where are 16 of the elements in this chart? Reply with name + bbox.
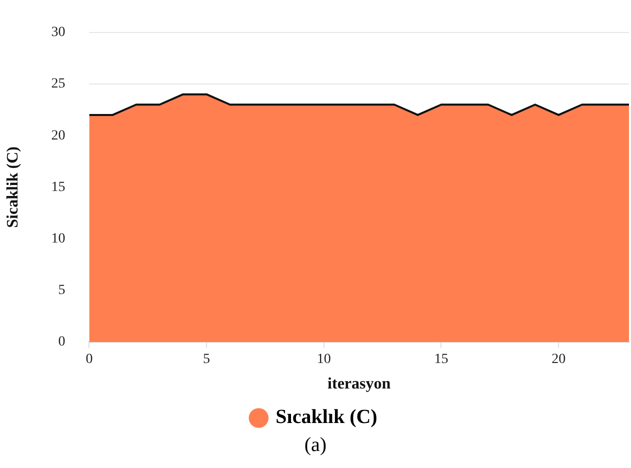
x-axis-title: iterasyon [328, 376, 391, 393]
y-tick-label: 20 [51, 128, 66, 144]
y-tick-label: 25 [51, 76, 66, 92]
x-tick-label: 5 [203, 352, 210, 368]
y-axis-title: Sicaklik (C) [4, 146, 22, 228]
y-tick-label: 0 [58, 334, 66, 350]
x-tick-label: 10 [316, 352, 331, 368]
y-tick-label: 30 [51, 25, 66, 40]
x-tick-label: 15 [434, 352, 448, 368]
x-tick-label: 0 [86, 352, 93, 368]
text: (a) [303, 434, 328, 457]
x-tick-label: 20 [552, 352, 566, 368]
legend-label: Sıcaklık (C) [276, 406, 378, 428]
y-tick-label: 10 [51, 231, 66, 246]
y-tick-label: 5 [58, 283, 66, 298]
y-tick-label: 15 [51, 180, 66, 195]
